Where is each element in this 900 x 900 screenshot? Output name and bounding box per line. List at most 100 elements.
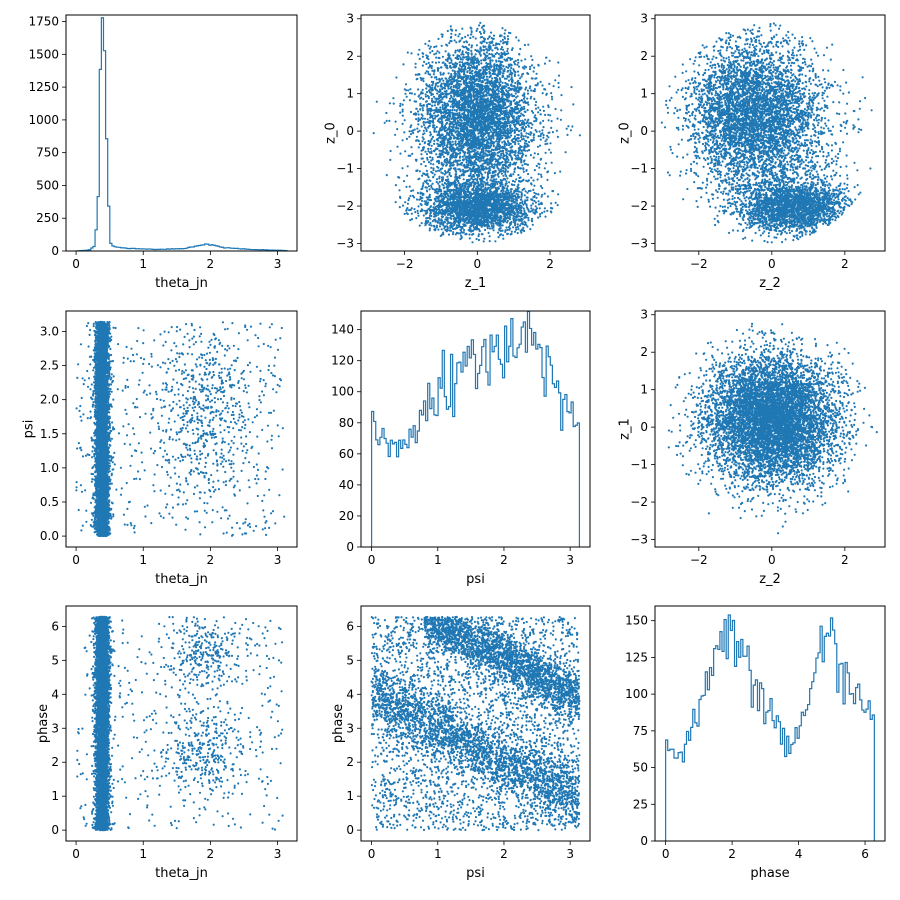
x-tick-label: 6	[861, 847, 869, 861]
x-axis-label: theta_jn	[155, 866, 208, 881]
y-tick-label: 5	[51, 653, 59, 667]
y-axis-label: z_0	[618, 122, 633, 144]
panel-phase-histogram: 0 2 4 6 0 25 50 75 100 125 150 phase	[625, 605, 886, 881]
scatter-points	[372, 21, 581, 244]
panel-theta_jn-vs-phase-scatter: 0 1 2 3 0 1 2 3 4 5 6 theta_jn phase	[36, 605, 298, 881]
y-tick-label: 120	[331, 354, 354, 368]
y-tick-label: 6	[346, 619, 354, 633]
x-tick-label: 0	[72, 847, 80, 861]
y-tick-label: 0	[346, 124, 354, 138]
x-tick-label: 2	[841, 553, 849, 567]
y-tick-label: −1	[336, 162, 354, 176]
x-tick-label: 4	[795, 847, 803, 861]
y-tick-label: 100	[331, 385, 354, 399]
axes-frame	[360, 605, 591, 842]
x-axis-label: z_2	[759, 572, 781, 587]
scatter-points	[667, 322, 878, 535]
y-tick-label: 5	[346, 653, 354, 667]
y-tick-label: 2.0	[40, 393, 59, 407]
x-axis-label: phase	[750, 866, 789, 881]
y-tick-label: 20	[339, 509, 354, 523]
y-tick-label: 140	[331, 323, 354, 337]
scatter-points	[75, 320, 286, 538]
x-axis-label: psi	[466, 572, 485, 587]
y-tick-label: 0.5	[40, 495, 59, 509]
y-axis-label: phase	[331, 704, 346, 743]
panel-psi-vs-phase-scatter: 0 1 2 3 0 1 2 3 4 5 6 psi phase	[331, 605, 591, 881]
y-axis-label: z_0	[324, 122, 339, 144]
y-tick-label: 1000	[28, 113, 59, 127]
y-tick-label: 0	[640, 124, 648, 138]
y-tick-label: 4	[346, 687, 354, 701]
y-tick-label: 60	[339, 447, 354, 461]
x-tick-label: −2	[396, 257, 414, 271]
y-tick-label: 1.0	[40, 461, 59, 475]
scatter-points	[76, 615, 284, 832]
x-axis-label: psi	[466, 866, 485, 881]
y-tick-label: 0	[346, 540, 354, 554]
y-axis-label: z_1	[618, 418, 633, 440]
panel-z_2-vs-z_0-scatter: −2 0 2 −3 −2 −1 0 1 2 3 z_2 z_0	[618, 12, 886, 291]
y-tick-label: 1	[346, 87, 354, 101]
x-tick-label: 3	[566, 847, 574, 861]
x-tick-label: 3	[566, 553, 574, 567]
y-tick-label: 750	[36, 146, 59, 160]
x-tick-label: 1	[434, 553, 442, 567]
y-axis-label: psi	[21, 420, 36, 439]
x-tick-label: 1	[139, 257, 147, 271]
y-tick-label: 2	[346, 49, 354, 63]
y-tick-label: −1	[630, 162, 648, 176]
plot-area	[667, 322, 878, 535]
axes-frame	[65, 310, 298, 548]
histogram-step-line	[665, 614, 875, 841]
y-tick-label: 1	[640, 87, 648, 101]
x-tick-label: 2	[500, 847, 508, 861]
panel-z_2-vs-z_1-scatter: −2 0 2 −3 −2 −1 0 1 2 3 z_2 z_1	[618, 308, 886, 587]
y-tick-label: −1	[630, 458, 648, 472]
x-tick-label: 3	[274, 257, 282, 271]
x-tick-label: 2	[207, 847, 215, 861]
x-axis-label: theta_jn	[155, 276, 208, 291]
x-tick-label: 3	[274, 847, 282, 861]
y-tick-label: 3.0	[40, 324, 59, 338]
x-axis-label: theta_jn	[155, 572, 208, 587]
y-tick-label: 0	[640, 834, 648, 848]
x-tick-label: −2	[690, 257, 708, 271]
y-tick-label: 150	[625, 614, 648, 628]
y-tick-label: 1250	[28, 80, 59, 94]
panel-z_1-vs-z_0-scatter: −2 0 2 −3 −2 −1 0 1 2 3 z_1 z_0	[324, 12, 591, 291]
y-tick-label: 0.0	[40, 529, 59, 543]
y-tick-label: 0	[640, 420, 648, 434]
plot-area	[75, 17, 288, 251]
panel-theta_jn-vs-psi-scatter: 0 1 2 3 0.0 0.5 1.0 1.5 2.0 2.5 3.0 theta_jn psi	[21, 310, 298, 587]
x-tick-label: 1	[139, 553, 147, 567]
axes-frame	[654, 14, 886, 252]
x-tick-label: 2	[728, 847, 736, 861]
y-tick-label: 25	[633, 797, 648, 811]
x-tick-label: 0	[473, 257, 481, 271]
panel-theta_jn-histogram: 0 1 2 3 0 250 500 750 1000 1250 1500 1750 theta_jn	[28, 14, 298, 291]
y-tick-label: 4	[51, 687, 59, 701]
plot-area	[76, 615, 284, 832]
x-axis-label: z_1	[465, 276, 487, 291]
y-tick-label: 1	[51, 789, 59, 803]
x-tick-label: 2	[207, 257, 215, 271]
axes-frame	[360, 310, 591, 548]
x-tick-label: 2	[500, 553, 508, 567]
x-tick-label: 0	[662, 847, 670, 861]
y-tick-label: 3	[346, 721, 354, 735]
axes-frame	[360, 14, 591, 252]
histogram-step-line	[75, 17, 288, 251]
y-tick-label: 3	[346, 12, 354, 26]
y-tick-label: 50	[633, 761, 648, 775]
x-tick-label: 0	[768, 553, 776, 567]
x-tick-label: 0	[72, 553, 80, 567]
plot-area	[660, 22, 873, 244]
axes-frame	[65, 605, 298, 842]
y-tick-label: −2	[630, 495, 648, 509]
axes-frame	[65, 14, 298, 252]
y-tick-label: 0	[51, 244, 59, 258]
y-tick-label: 80	[339, 416, 354, 430]
plot-area	[370, 311, 581, 547]
